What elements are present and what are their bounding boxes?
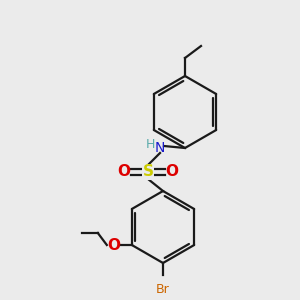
Text: Br: Br (156, 283, 170, 296)
Text: O: O (118, 164, 130, 179)
Text: S: S (142, 164, 154, 179)
Text: N: N (155, 141, 165, 155)
Text: O: O (107, 238, 120, 253)
Text: H: H (145, 139, 155, 152)
Text: O: O (166, 164, 178, 179)
